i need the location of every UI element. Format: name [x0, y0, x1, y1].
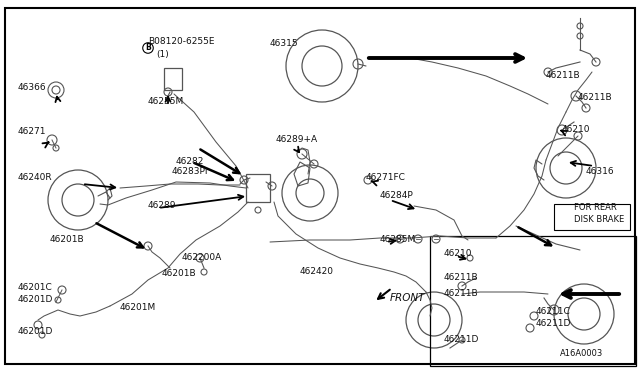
Text: 46289: 46289 [148, 202, 177, 211]
Text: 46201D: 46201D [18, 295, 53, 304]
Text: 46211B: 46211B [444, 289, 479, 298]
Text: 46271: 46271 [18, 128, 47, 137]
Text: 46316: 46316 [586, 167, 614, 176]
Bar [430, 236, 636, 366]
Text: 46201M: 46201M [120, 304, 156, 312]
Text: 46211B: 46211B [546, 71, 580, 80]
Text: 46366: 46366 [18, 83, 47, 92]
Text: 462420: 462420 [300, 267, 334, 276]
Text: A16A0003: A16A0003 [560, 350, 604, 359]
Text: FOR REAR: FOR REAR [574, 203, 617, 212]
Text: 462200A: 462200A [182, 253, 222, 262]
Text: 46283PI: 46283PI [172, 167, 209, 176]
Text: 46210: 46210 [562, 125, 591, 135]
Text: FRONT: FRONT [390, 293, 426, 303]
Text: 46284P: 46284P [380, 192, 413, 201]
Text: 46201B: 46201B [50, 235, 84, 244]
Text: DISK BRAKE: DISK BRAKE [574, 215, 624, 224]
Bar [554, 204, 630, 230]
Text: B: B [145, 44, 151, 52]
Bar [164, 68, 182, 90]
Text: 46240R: 46240R [18, 173, 52, 183]
Text: 46255M: 46255M [148, 97, 184, 106]
Text: 46282: 46282 [176, 157, 204, 167]
Text: 46211B: 46211B [444, 273, 479, 282]
Text: 46271FC: 46271FC [366, 173, 406, 183]
Text: 46201C: 46201C [18, 283, 52, 292]
Text: 46201D: 46201D [18, 327, 53, 337]
Text: 46315: 46315 [270, 39, 299, 48]
Text: 46211C: 46211C [536, 308, 571, 317]
Bar [246, 174, 270, 202]
Text: 46289+A: 46289+A [276, 135, 318, 144]
Text: (1): (1) [156, 49, 169, 58]
Text: 46211D: 46211D [536, 318, 572, 327]
Text: 46211D: 46211D [444, 336, 479, 344]
Text: 46201B: 46201B [162, 269, 196, 279]
Text: 46211B: 46211B [578, 93, 612, 103]
Text: 46285M: 46285M [380, 235, 416, 244]
Text: 46210: 46210 [444, 248, 472, 257]
Text: B08120-6255E: B08120-6255E [148, 38, 214, 46]
